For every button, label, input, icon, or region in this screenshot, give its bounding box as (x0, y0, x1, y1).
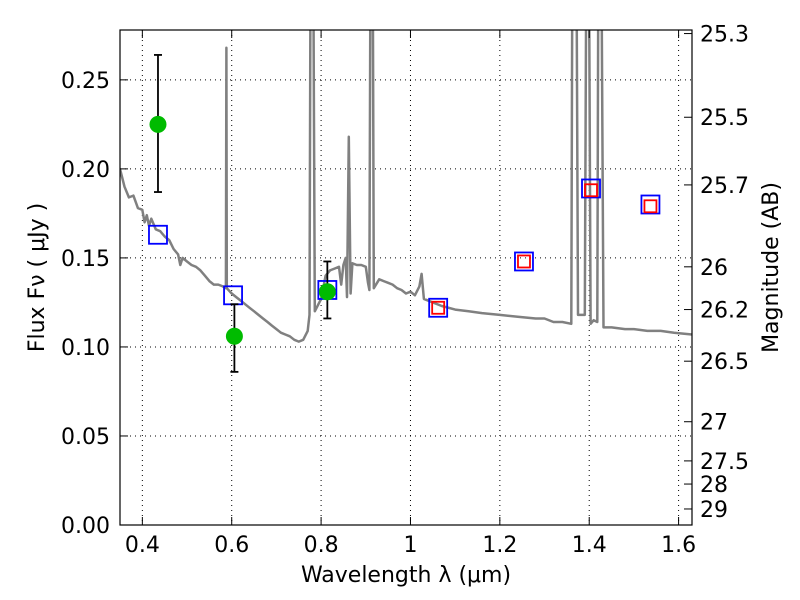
y-tick-label: 0.25 (61, 69, 110, 94)
observed-photometry-square (584, 183, 598, 198)
mag-tick-label: 26 (700, 256, 728, 281)
y-tick-label: 0.15 (61, 247, 110, 272)
x-tick-label: 1 (403, 533, 417, 558)
model-sed-line (120, 30, 692, 343)
observed-photometry-square (431, 300, 446, 315)
x-tick-label: 1.6 (661, 533, 696, 558)
y-axis-title: Flux Fν ( μJy ) (25, 203, 50, 352)
x-tick-label: 0.6 (214, 533, 249, 558)
mag-tick-label: 26.5 (700, 350, 749, 375)
plot-frame (119, 29, 693, 526)
mag-tick-label: 25.7 (700, 174, 749, 199)
mag-tick-label: 27.5 (700, 450, 749, 475)
observed-photometry-square (643, 199, 658, 214)
y-tick-label: 0.10 (61, 336, 110, 361)
x-tick-label: 1.4 (572, 533, 607, 558)
y-tick-label: 0.20 (61, 158, 110, 183)
detection-point (149, 115, 167, 133)
y2-axis-title: Magnitude (AB) (759, 182, 784, 353)
model-sed-layer (120, 30, 692, 343)
model-photometry-square (514, 251, 534, 272)
mag-tick-label: 29 (700, 498, 728, 523)
axis-ticks: 0.4 0.6 0.8 1 1.2 1.4 1.6 0.00 0.05 0.10 0.15 0.20 0… (61, 23, 749, 558)
y-tick-label: 0.05 (61, 425, 110, 450)
mag-tick-label: 28 (700, 473, 728, 498)
photometry-layer (148, 54, 661, 373)
y-tick-label: 0.00 (61, 514, 110, 539)
mag-tick-label: 26.2 (700, 299, 749, 324)
mag-tick-label: 25.5 (700, 106, 749, 131)
model-photometry-square (148, 224, 168, 245)
detection-point (225, 327, 243, 345)
x-tick-label: 0.8 (304, 533, 339, 558)
detection-point (318, 283, 336, 301)
model-photometry-square (581, 178, 601, 199)
mag-tick-label: 25.3 (700, 23, 749, 48)
x-axis-title: Wavelength λ (μm) (301, 563, 511, 588)
model-photometry-square (428, 297, 449, 318)
observed-photometry-square (517, 254, 531, 269)
mag-tick-label: 27 (700, 411, 728, 436)
x-tick-label: 1.2 (482, 533, 517, 558)
x-tick-label: 0.4 (125, 533, 160, 558)
model-photometry-square (640, 194, 661, 215)
